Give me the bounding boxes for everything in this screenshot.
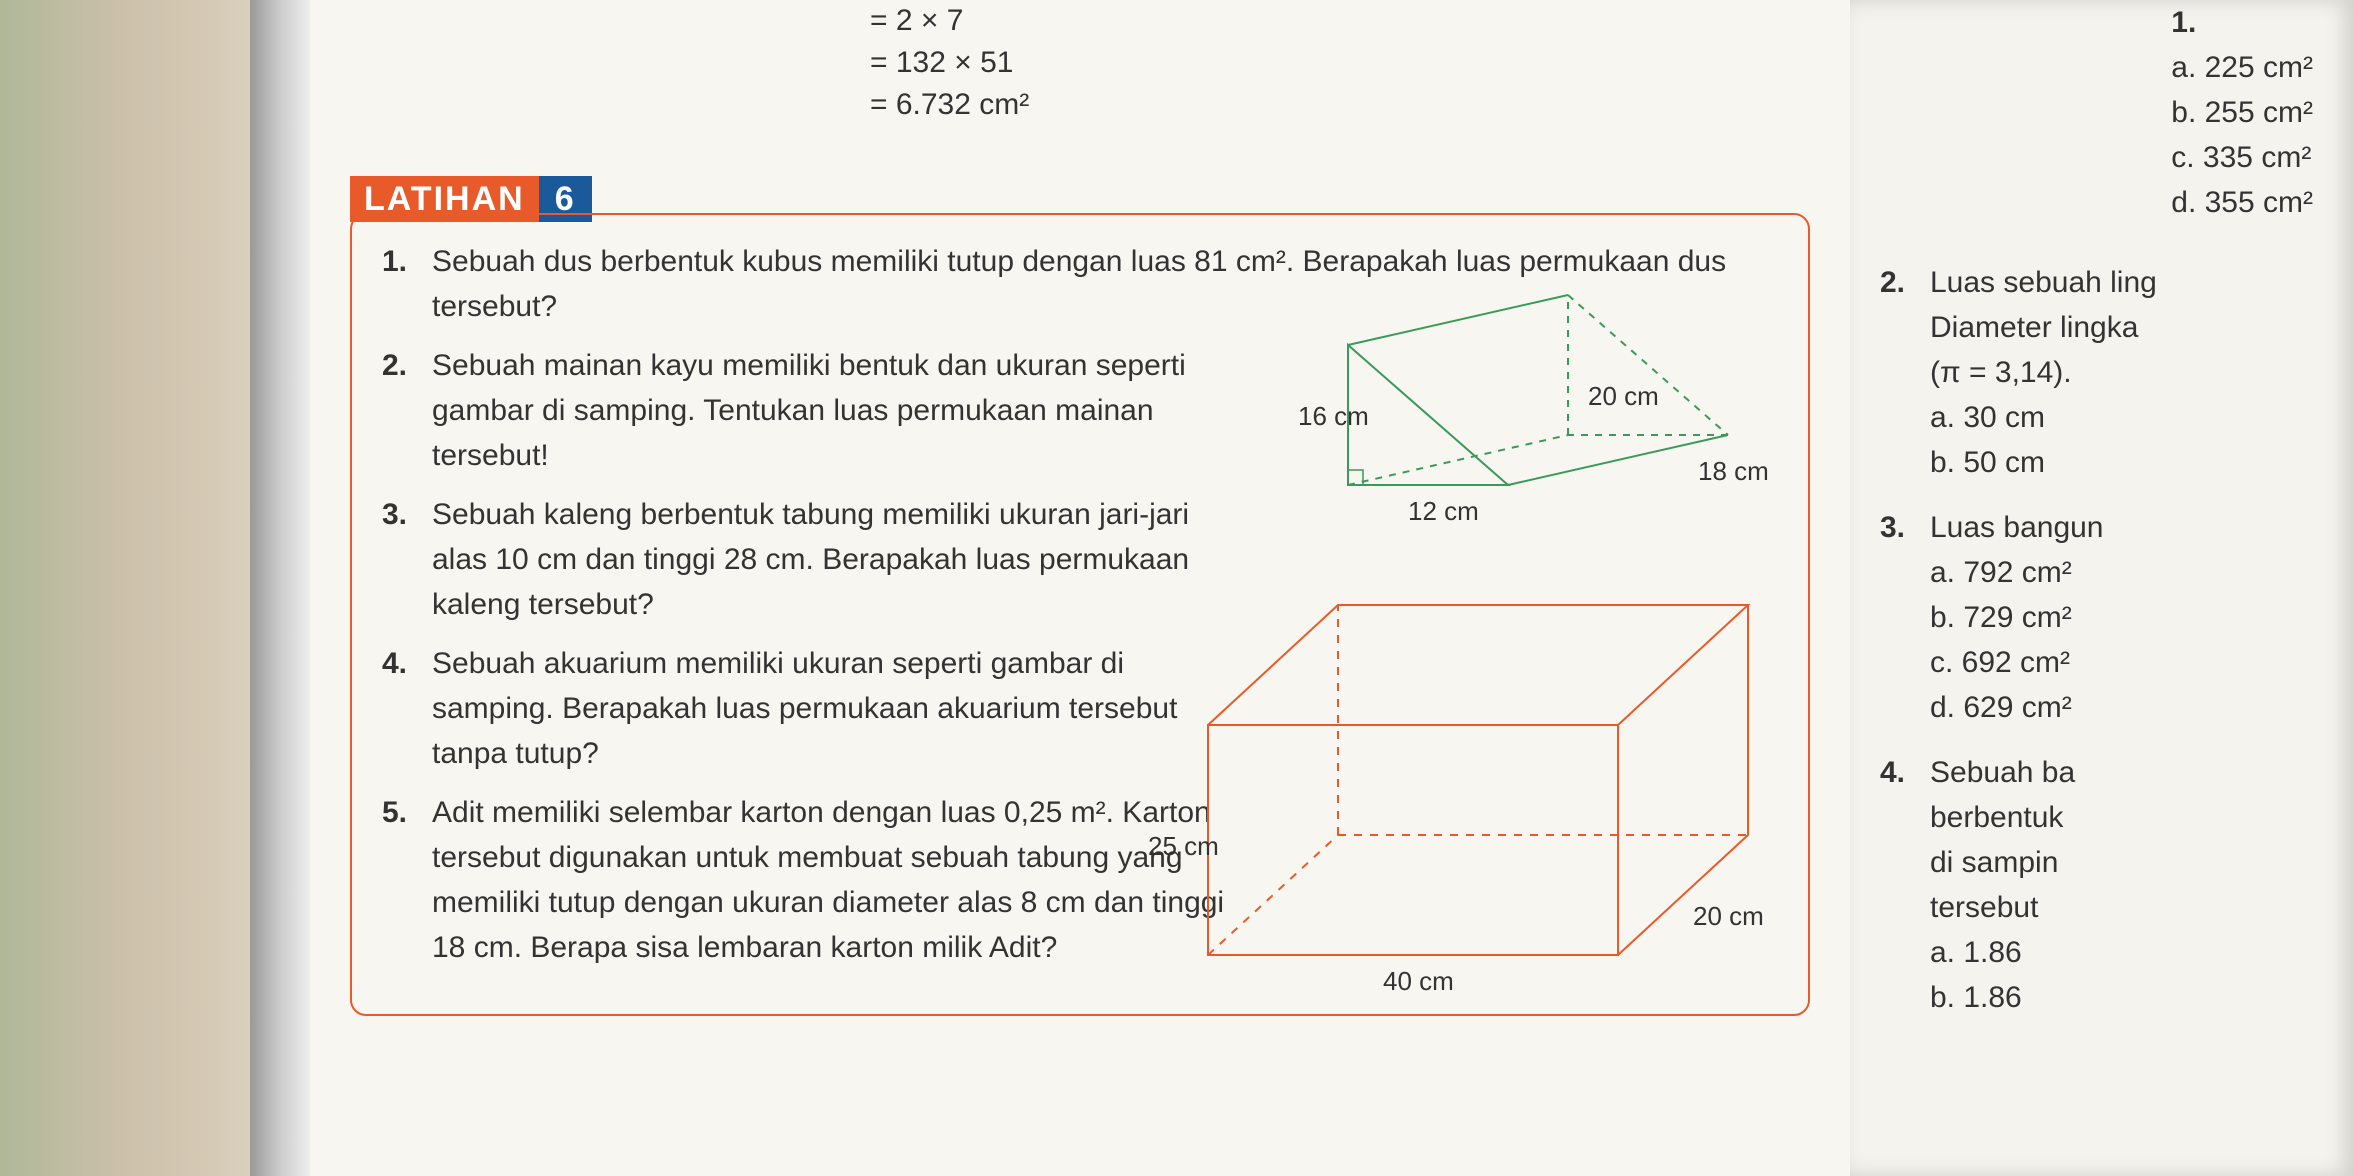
top-calculation: = 2 × 7 = 132 × 51 = 6.732 cm² (870, 0, 1029, 126)
question-number: 2. (382, 343, 432, 478)
opt: d. 629 cm² (1930, 685, 2104, 730)
q4-line: berbentuk (1930, 795, 2075, 840)
opt: b. 1.86 (1930, 975, 2075, 1020)
right-q2: 2. Luas sebuah ling Diameter lingka (π =… (1880, 260, 2323, 485)
question-text: Adit memiliki selembar karton dengan lua… (432, 790, 1252, 970)
question-number: 5. (382, 790, 432, 970)
q4-line: Sebuah ba (1930, 750, 2075, 795)
q2-line: Luas sebuah ling (1930, 260, 2157, 305)
calc-line-0: = 2 × 7 (870, 0, 1029, 42)
book-spine (250, 0, 310, 1176)
triangular-prism-diagram: 16 cm 12 cm 20 cm 18 cm (1288, 255, 1768, 535)
opt: b. 50 cm (1930, 440, 2157, 485)
opt: c. 692 cm² (1930, 640, 2104, 685)
left-page: = 2 × 7 = 132 × 51 = 6.732 cm² LATIHAN6 … (310, 0, 1850, 1176)
opt: d. 355 cm² (2171, 180, 2313, 225)
right-q2-num: 2. (1880, 260, 1930, 485)
right-q4-num: 4. (1880, 750, 1930, 1020)
prism-label-12: 12 cm (1408, 496, 1479, 526)
cuboid-label-40: 40 cm (1383, 966, 1454, 995)
q2-line: Diameter lingka (1930, 305, 2157, 350)
right-q3-body: Luas bangun a. 792 cm² b. 729 cm² c. 692… (1930, 505, 2104, 730)
q4-line: tersebut (1930, 885, 2075, 930)
right-q3-num: 3. (1880, 505, 1930, 730)
right-page: 1. a. 225 cm² b. 255 cm² c. 335 cm² d. 3… (1850, 0, 2353, 1176)
opt: c. 335 cm² (2171, 135, 2313, 180)
right-q4-body: Sebuah ba berbentuk di sampin tersebut a… (1930, 750, 2075, 1020)
right-q1-options: 1. a. 225 cm² b. 255 cm² c. 335 cm² d. 3… (2171, 0, 2313, 225)
cuboid-label-25: 25 cm (1148, 831, 1219, 861)
prism-label-16: 16 cm (1298, 401, 1369, 431)
question-number: 3. (382, 492, 432, 627)
question-text: Sebuah mainan kayu memiliki bentuk dan u… (432, 343, 1252, 478)
opt: a. 1.86 (1930, 930, 2075, 975)
calc-line-2: = 6.732 cm² (870, 84, 1029, 126)
right-q4: 4. Sebuah ba berbentuk di sampin tersebu… (1880, 750, 2323, 1020)
q2-line: (π = 3,14). (1930, 350, 2157, 395)
opt: b. 255 cm² (2171, 90, 2313, 135)
q4-line: di sampin (1930, 840, 2075, 885)
opt: a. 792 cm² (1930, 550, 2104, 595)
question-number: 1. (382, 239, 432, 329)
q3-line: Luas bangun (1930, 505, 2104, 550)
right-q2-body: Luas sebuah ling Diameter lingka (π = 3,… (1930, 260, 2157, 485)
cuboid-label-20: 20 cm (1693, 901, 1764, 931)
question-number: 4. (382, 641, 432, 776)
prism-label-20: 20 cm (1588, 381, 1659, 411)
question-text: Sebuah kaleng berbentuk tabung memiliki … (432, 492, 1252, 627)
question-text: Sebuah akuarium memiliki ukuran seperti … (432, 641, 1252, 776)
prism-label-18: 18 cm (1698, 456, 1768, 486)
exercise-container: 1. Sebuah dus berbentuk kubus memiliki t… (350, 213, 1810, 1016)
calc-line-1: = 132 × 51 (870, 42, 1029, 84)
cuboid-diagram: 25 cm 40 cm 20 cm (1148, 555, 1768, 995)
right-q3: 3. Luas bangun a. 792 cm² b. 729 cm² c. … (1880, 505, 2323, 730)
opt: a. 30 cm (1930, 395, 2157, 440)
opt: a. 225 cm² (2171, 45, 2313, 90)
right-q1-num: 1. (2171, 0, 2211, 45)
opt: b. 729 cm² (1930, 595, 2104, 640)
